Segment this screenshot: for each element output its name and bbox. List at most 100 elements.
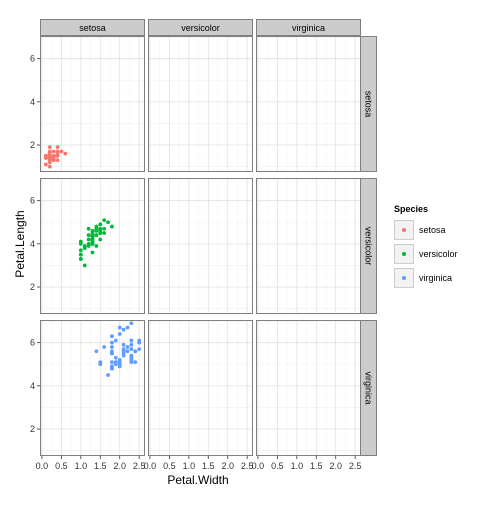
y-tick-label: 2 <box>30 282 35 292</box>
data-point <box>102 226 107 231</box>
data-point <box>43 156 48 160</box>
facet-panel <box>256 36 361 172</box>
data-point <box>82 263 87 268</box>
series-setosa <box>43 145 68 169</box>
data-point <box>110 334 114 339</box>
panel-border <box>148 320 253 456</box>
facet-strip-label: setosa <box>364 91 374 118</box>
x-tick-label: 1.5 <box>310 461 323 471</box>
data-point <box>98 360 103 364</box>
x-tick-label: 0.0 <box>36 461 49 471</box>
facet-panel <box>40 36 145 172</box>
facet-panel <box>256 178 361 314</box>
legend-item: versicolor <box>394 244 458 264</box>
data-point <box>90 239 95 244</box>
facet-strip-label: versicolor <box>364 227 374 266</box>
data-point <box>47 156 52 160</box>
data-point <box>59 149 64 154</box>
y-tick-label: 2 <box>30 140 35 150</box>
facet-strip-top: setosa <box>40 19 145 36</box>
data-point <box>113 338 118 343</box>
data-point <box>63 151 68 156</box>
data-point <box>129 353 134 358</box>
data-point <box>98 222 103 227</box>
data-point <box>86 226 91 231</box>
data-point <box>129 321 134 326</box>
data-point <box>106 220 110 225</box>
x-tick-label: 2.0 <box>221 461 234 471</box>
x-axis-title: Petal.Width <box>167 473 228 487</box>
data-point <box>121 342 126 347</box>
legend-label: virginica <box>419 273 452 283</box>
legend-keys: setosa versicolor virginica <box>394 220 458 288</box>
panel-border <box>148 36 253 172</box>
facet-panel <box>148 320 253 456</box>
data-point <box>51 149 56 154</box>
x-tick-label: 2.0 <box>113 461 126 471</box>
x-tick-label: 1.0 <box>183 461 196 471</box>
data-point <box>94 349 99 354</box>
facet-strip-right: virginica <box>360 320 377 456</box>
legend-label: versicolor <box>419 249 458 259</box>
x-tick-label: 2.5 <box>241 461 254 471</box>
y-tick-label: 6 <box>30 54 35 64</box>
data-point <box>117 364 122 369</box>
facet-strip-label: virginica <box>364 371 374 404</box>
y-tick-label: 6 <box>30 338 35 348</box>
data-point <box>94 224 99 229</box>
data-point <box>86 241 91 246</box>
y-tick-label: 4 <box>30 239 35 249</box>
data-point <box>102 218 107 223</box>
facet-strip-right: versicolor <box>360 178 377 314</box>
data-point <box>121 353 126 358</box>
data-point <box>129 342 134 347</box>
points-layer <box>43 145 142 377</box>
panel-border <box>40 178 145 314</box>
y-tick-label: 4 <box>30 381 35 391</box>
legend-item: virginica <box>394 268 452 288</box>
x-tick-label: 1.5 <box>202 461 215 471</box>
data-point <box>110 340 114 345</box>
data-point <box>137 338 142 343</box>
data-point <box>113 362 118 367</box>
legend: Species setosa versicolor virginica <box>394 204 458 288</box>
data-point <box>78 252 83 257</box>
data-point <box>94 244 99 248</box>
facet-panel <box>256 320 361 456</box>
x-tick-label: 1.5 <box>94 461 107 471</box>
data-point <box>137 347 142 352</box>
x-tick-label: 0.0 <box>144 461 157 471</box>
data-point <box>125 349 130 354</box>
facet-panel <box>148 36 253 172</box>
x-tick-label: 1.0 <box>75 461 88 471</box>
panel-border <box>40 36 145 172</box>
panel-border <box>148 178 253 314</box>
data-point <box>47 164 52 169</box>
x-tick-label: 0.5 <box>55 461 68 471</box>
data-point <box>86 233 91 238</box>
legend-label: setosa <box>419 225 446 235</box>
facet-strip-label: versicolor <box>181 23 220 33</box>
legend-key-point <box>402 228 406 232</box>
series-virginica <box>94 321 142 377</box>
data-point <box>94 228 99 233</box>
facet-strip-top: virginica <box>256 19 361 36</box>
data-point <box>110 351 114 356</box>
data-point <box>133 360 138 364</box>
facet-panel <box>148 178 253 314</box>
data-point <box>55 153 60 158</box>
facet-strip-right: setosa <box>360 36 377 172</box>
legend-key-point <box>402 276 406 280</box>
x-tick-label: 2.5 <box>133 461 146 471</box>
data-point <box>117 332 122 336</box>
facet-panel <box>40 178 145 314</box>
x-tick-label: 0.0 <box>252 461 265 471</box>
facet-strip-top: versicolor <box>148 19 253 36</box>
legend-title: Species <box>394 204 428 214</box>
y-tick-label: 4 <box>30 97 35 107</box>
data-point <box>129 338 134 343</box>
data-point <box>110 360 114 364</box>
data-point <box>90 235 95 240</box>
y-tick-label: 6 <box>30 196 35 206</box>
